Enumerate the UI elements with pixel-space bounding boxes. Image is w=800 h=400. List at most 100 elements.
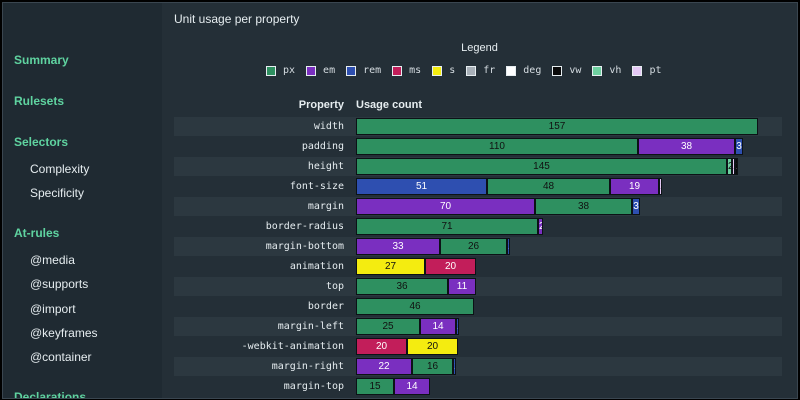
property-label: -webkit-animation — [241, 341, 344, 352]
bar-segment-px[interactable]: 110 — [356, 138, 638, 155]
legend-swatch-fr — [466, 65, 477, 76]
stacked-bar: 110 38 3 — [356, 138, 743, 155]
bar-segment-px[interactable]: 36 — [356, 278, 448, 295]
sidebar-section-rulesets[interactable]: Rulesets — [14, 94, 65, 108]
legend-swatch-pt — [632, 65, 643, 76]
stacked-bar: 15 14 — [356, 378, 430, 395]
bar-segment-rem[interactable]: 3 — [735, 138, 743, 155]
sidebar-section-at-rules[interactable]: At-rules — [14, 225, 60, 240]
sidebar-section-summary[interactable]: Summary — [14, 53, 69, 67]
bar-segment-px[interactable]: 145 — [356, 158, 727, 175]
stacked-bar: 25141 — [356, 318, 459, 335]
legend-item-fr: fr — [466, 65, 495, 76]
stacked-bar: 36 11 — [356, 278, 476, 295]
bar-segment-em[interactable]: 14 — [394, 378, 430, 395]
bar-segment-pt[interactable]: 1 — [732, 158, 735, 175]
bar-segment-em[interactable]: 38 — [638, 138, 735, 155]
legend-swatch-em — [306, 65, 317, 76]
property-label: margin-top — [283, 381, 344, 392]
sidebar-item-supports[interactable]: @supports — [30, 277, 89, 292]
chart-row: animation 27 20 — [174, 257, 782, 276]
bar-segment-em[interactable]: 33 — [356, 238, 440, 255]
legend-item-pt: pt — [632, 65, 661, 76]
sidebar-nav: Summary Rulesets Selectors Complexity Specif… — [3, 3, 161, 398]
column-header-usage: Usage count — [356, 99, 423, 111]
bar-segment-em[interactable]: 2 — [538, 218, 543, 235]
sidebar-item-specificity[interactable]: Specificity — [30, 186, 85, 201]
bar-segment-px[interactable]: 25 — [356, 318, 420, 335]
bar-segment-px[interactable]: 71 — [356, 218, 538, 235]
chart-row: padding 110 38 3 — [174, 137, 782, 156]
stacked-bar: 712 — [356, 218, 543, 235]
bar-segment-px[interactable]: 157 — [356, 118, 758, 135]
chart-row: border-radius 712 — [174, 217, 782, 236]
bar-segment-s[interactable]: 27 — [356, 258, 425, 275]
bar-segment-em[interactable]: 14 — [420, 318, 456, 335]
bar-segment-px[interactable]: 46 — [356, 298, 474, 315]
bar-segment-s[interactable]: 20 — [407, 338, 458, 355]
bar-segment-px[interactable]: 26 — [440, 238, 507, 255]
property-label: top — [325, 281, 344, 292]
legend-item-em: em — [306, 65, 335, 76]
legend-swatch-ms — [392, 65, 403, 76]
unit-usage-chart: width157padding110383height145211font-si… — [174, 117, 782, 397]
chart-row: margin-left 25141 — [174, 317, 782, 336]
bar-segment-ms[interactable]: 20 — [356, 338, 407, 355]
legend-label-px: px — [283, 65, 296, 76]
property-label: font-size — [289, 181, 344, 192]
legend-title: Legend — [461, 42, 498, 54]
chart-row: font-size 5148191 — [174, 177, 782, 196]
legend-label-pt: pt — [649, 65, 662, 76]
stacked-bar: 70 38 3 — [356, 198, 640, 215]
bar-segment-rem[interactable]: 1 — [507, 238, 510, 255]
legend-item-px: px — [266, 65, 295, 76]
legend: px em rem ms s fr deg vw vh pt — [266, 65, 672, 76]
legend-label-vh: vh — [609, 65, 622, 76]
property-label: padding — [301, 141, 344, 152]
bar-segment-ms[interactable]: 20 — [425, 258, 476, 275]
bar-segment-rem[interactable]: 3 — [632, 198, 640, 215]
legend-label-rem: rem — [363, 65, 382, 76]
bar-segment-vw[interactable]: 1 — [735, 158, 738, 175]
bar-segment-rem[interactable]: 1 — [453, 358, 456, 375]
sidebar-item-media[interactable]: @media — [30, 252, 75, 267]
property-label: height — [307, 161, 344, 172]
property-label: width — [313, 121, 344, 132]
bar-segment-px[interactable]: 16 — [412, 358, 453, 375]
legend-label-deg: deg — [523, 65, 542, 76]
column-header-property: Property — [298, 99, 344, 111]
bar-segment-rem[interactable]: 51 — [356, 178, 487, 195]
stacked-bar: 20 20 — [356, 338, 458, 355]
legend-label-em: em — [323, 65, 336, 76]
stacked-bar: 33261 — [356, 238, 510, 255]
bar-segment-pt[interactable]: 1 — [659, 178, 662, 195]
stacked-bar: 46 — [356, 298, 474, 315]
sidebar-item-keyframes[interactable]: @keyframes — [30, 326, 98, 340]
bar-segment-vh[interactable]: 2 — [727, 158, 732, 175]
legend-swatch-vh — [592, 65, 603, 76]
bar-segment-em[interactable]: 11 — [448, 278, 476, 295]
bar-segment-px[interactable]: 48 — [487, 178, 610, 195]
stacked-bar: 145211 — [356, 158, 738, 175]
legend-swatch-deg — [506, 65, 517, 76]
stacked-bar: 5148191 — [356, 178, 662, 195]
property-label: margin-bottom — [265, 241, 344, 252]
bar-segment-em[interactable]: 19 — [610, 178, 659, 195]
bar-segment-px[interactable]: 38 — [535, 198, 632, 215]
bar-segment-px[interactable]: 15 — [356, 378, 394, 395]
chart-row: border 46 — [174, 297, 782, 316]
chart-row: margin-bottom 33261 — [174, 237, 782, 256]
sidebar-item-complexity[interactable]: Complexity — [30, 162, 90, 176]
legend-item-rem: rem — [346, 65, 381, 76]
legend-swatch-rem — [346, 65, 357, 76]
sidebar-item-container[interactable]: @container — [30, 350, 92, 365]
chart-row: width 157 — [174, 117, 782, 136]
sidebar-item-import[interactable]: @import — [30, 301, 76, 316]
bar-segment-em[interactable]: 70 — [356, 198, 535, 215]
sidebar-section-declarations[interactable]: Declarations — [14, 389, 87, 399]
legend-item-vh: vh — [592, 65, 621, 76]
bar-segment-rem[interactable]: 1 — [456, 318, 459, 335]
bar-segment-em[interactable]: 22 — [356, 358, 412, 375]
legend-swatch-s — [432, 65, 443, 76]
sidebar-section-selectors[interactable]: Selectors — [14, 135, 69, 149]
